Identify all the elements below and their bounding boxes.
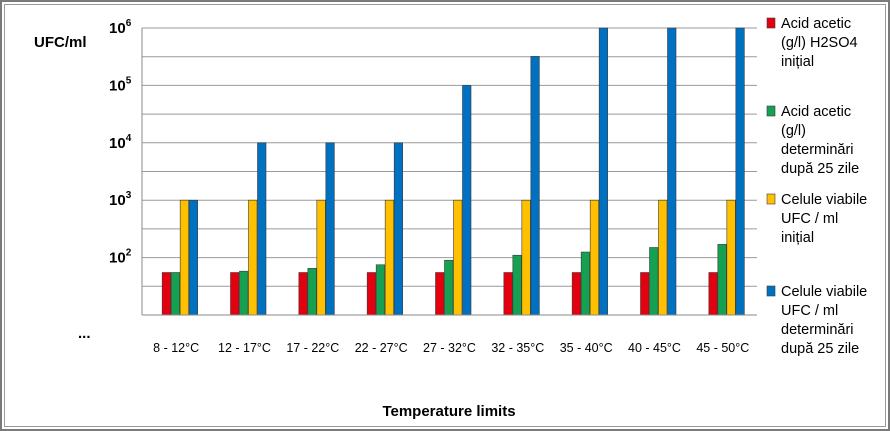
y-tick-label: 103: [109, 190, 132, 209]
bar: [230, 272, 240, 316]
x-tick-label: 32 - 35°C: [491, 341, 544, 355]
x-tick-label: 22 - 27°C: [355, 341, 408, 355]
x-axis-label: Temperature limits: [382, 403, 515, 420]
legend-label: Acid acetic: [781, 16, 851, 32]
legend: Acid acetic (g/l) H2SO4 inițial Acid acetic…: [766, 16, 867, 357]
legend-label: determinări: [781, 142, 854, 158]
bar: [366, 272, 376, 316]
legend-swatch: [766, 17, 776, 29]
bar: [444, 259, 454, 316]
x-tick-label: 45 - 50°C: [696, 341, 749, 355]
legend-label: Celule viabile: [781, 192, 867, 208]
bar: [435, 272, 445, 316]
bar: [239, 270, 249, 316]
x-tick-label: 17 - 22°C: [286, 341, 339, 355]
legend-label: inițial: [781, 230, 814, 246]
legend-swatch: [766, 285, 776, 297]
y-tick-label: 105: [109, 75, 132, 94]
x-tick-labels: 8 - 12°C 12 - 17°C 17 - 22°C 22 - 27°C 27 - …: [153, 341, 749, 355]
legend-label: UFC / ml: [781, 303, 838, 319]
legend-label: (g/l): [781, 123, 806, 139]
bar: [453, 199, 463, 316]
chart-inner-border: [4, 4, 886, 427]
bar: [658, 199, 668, 316]
x-tick-label: 40 - 45°C: [628, 341, 681, 355]
y-axis-label: UFC/ml: [34, 34, 87, 51]
legend-label: Acid acetic: [781, 104, 851, 120]
bar: [257, 142, 267, 316]
legend-label: Celule viabile: [781, 284, 867, 300]
bar: [298, 272, 308, 316]
bar: [580, 251, 590, 316]
bar: [735, 27, 745, 316]
y-tick-label: 106: [109, 18, 132, 37]
x-tick-label: 35 - 40°C: [560, 341, 613, 355]
gridlines: [142, 27, 757, 316]
axes: [141, 28, 757, 316]
x-tick-label: 8 - 12°C: [153, 341, 199, 355]
y-tick-label: 102: [109, 248, 132, 267]
legend-label: determinări: [781, 322, 854, 338]
bar: [325, 142, 335, 316]
bars: [161, 27, 745, 316]
bar: [726, 199, 736, 316]
legend-label: după 25 zile: [781, 341, 859, 357]
y-axis-bottom-label: ...: [78, 325, 91, 342]
legend-label: UFC / ml: [781, 211, 838, 227]
bar: [521, 199, 531, 316]
legend-label: inițial: [781, 54, 814, 70]
bar: [649, 247, 659, 316]
bar: [640, 272, 650, 316]
bar: [717, 244, 727, 316]
y-tick-label: 104: [109, 133, 132, 152]
x-tick-label: 27 - 32°C: [423, 341, 476, 355]
bar: [571, 272, 581, 316]
bar: [188, 199, 198, 316]
legend-swatch: [766, 193, 776, 205]
x-tick-label: 12 - 17°C: [218, 341, 271, 355]
bar: [512, 254, 522, 316]
bar: [170, 272, 180, 316]
bar: [530, 56, 540, 316]
y-tick-labels: 106 105 104 103 102: [109, 18, 132, 267]
legend-label: (g/l) H2SO4: [781, 35, 858, 51]
legend-label: după 25 zile: [781, 161, 859, 177]
bar: [708, 272, 718, 316]
bar: [179, 199, 189, 316]
bar: [375, 264, 385, 316]
bar: [462, 85, 472, 316]
bar: [589, 199, 599, 316]
bar: [393, 142, 403, 316]
bar: [161, 272, 171, 316]
bar: [503, 272, 513, 316]
bar: [384, 199, 394, 316]
legend-swatch: [766, 105, 776, 117]
bar: [248, 199, 258, 316]
bar: [598, 27, 608, 316]
bar: [667, 27, 677, 316]
bar: [307, 268, 317, 316]
bar: [316, 199, 326, 316]
